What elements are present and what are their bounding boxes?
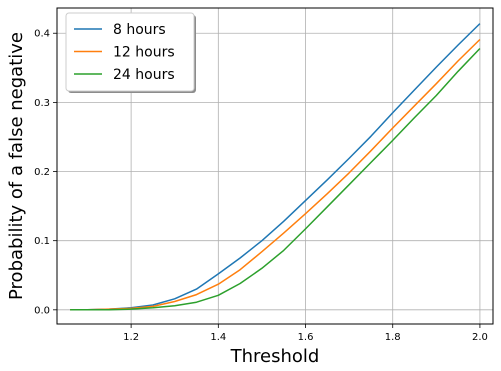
- legend: 8 hours 12 hours 24 hours: [65, 12, 196, 93]
- y-tick-label: 0.4: [34, 29, 50, 40]
- x-tick-label: 1.4: [210, 332, 226, 343]
- y-axis-title: Probability of a false negative: [6, 32, 27, 300]
- legend-label: 12 hours: [113, 45, 175, 61]
- x-tick-label: 1.2: [123, 332, 139, 343]
- legend-label: 8 hours: [113, 22, 166, 38]
- y-tick-label: 0.1: [34, 236, 50, 247]
- x-tick-label: 1.8: [385, 332, 401, 343]
- series-line-3: [70, 47, 481, 311]
- y-tick-label: 0.3: [34, 98, 50, 109]
- legend-box: [65, 12, 195, 92]
- x-tick-label: 2.0: [472, 332, 488, 343]
- legend-label: 24 hours: [113, 67, 175, 83]
- y-tick-label: 0.2: [34, 167, 50, 178]
- x-tick-label: 1.6: [298, 332, 314, 343]
- x-axis-title: Threshold: [230, 346, 320, 367]
- grid-lines: [57, 8, 493, 324]
- plot-frame: [56, 7, 494, 325]
- data-series: [70, 23, 481, 311]
- axis-ticks: 1.2 1.4 1.6 1.8 2.0 0.0 0.1 0.2 0.3 0.4: [34, 29, 488, 343]
- series-line-2: [70, 38, 481, 311]
- y-tick-label: 0.0: [34, 305, 50, 316]
